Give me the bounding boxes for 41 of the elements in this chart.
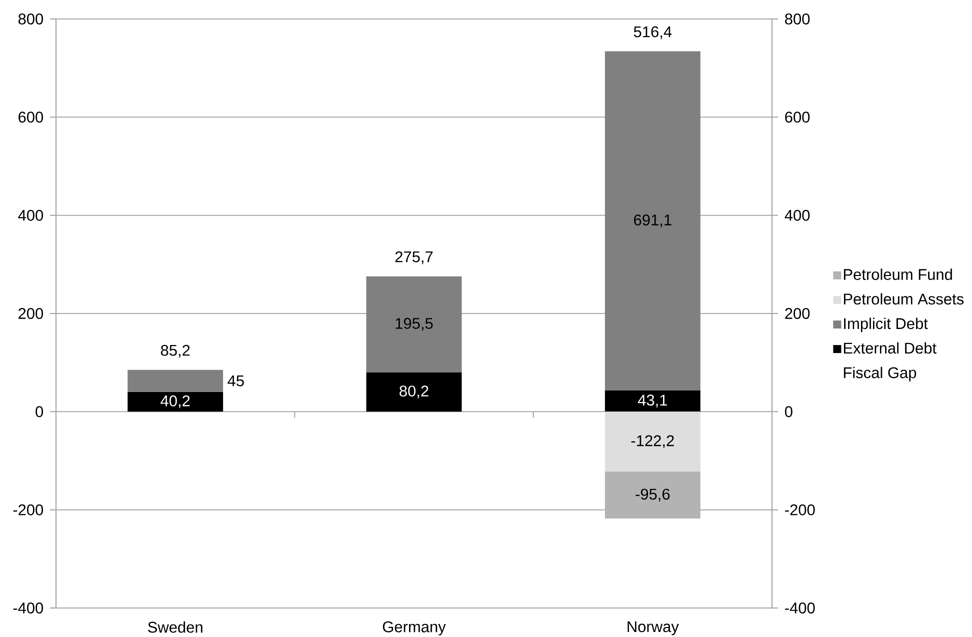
- data-label: -95,6: [636, 488, 670, 502]
- legend-label: Implicit Debt: [844, 318, 928, 332]
- data-label: 45: [228, 375, 244, 386]
- bar: [604, 51, 700, 390]
- text: Fiscal Gap: [844, 366, 916, 382]
- bar: [604, 472, 700, 519]
- y2-tick-label: 400: [784, 210, 810, 221]
- total-label: 275,7: [395, 251, 433, 264]
- total-label: 85,2: [160, 344, 190, 358]
- y-tick-label: 600: [18, 112, 44, 123]
- bar: [604, 390, 700, 412]
- y-tick-label: 0: [36, 406, 44, 418]
- bar: [128, 392, 224, 412]
- bar: [128, 370, 224, 392]
- y-tick-label: 200: [18, 308, 44, 319]
- data-label: 40,2: [160, 395, 190, 408]
- x-tick-label: Norway: [628, 621, 679, 636]
- data-label: 691,1: [634, 214, 672, 228]
- y-tick-label: 800: [18, 14, 44, 24]
- y2-tick-label: -200: [785, 504, 815, 516]
- legend-label: Petroleum Assets: [844, 293, 964, 305]
- data-label: -122,2: [631, 435, 674, 448]
- data-label: 43,1: [638, 394, 667, 408]
- bar: [604, 412, 700, 472]
- legend-label: Petroleum Fund: [844, 268, 952, 280]
- y-tick-label: -400: [13, 602, 44, 614]
- y2-tick-label: 0: [784, 406, 792, 418]
- y-tick-label: -200: [13, 504, 44, 516]
- total-label: 516,4: [634, 26, 672, 40]
- data-label: 80,2: [400, 386, 428, 398]
- y-tick-label: 400: [18, 210, 44, 221]
- legend-label: External Debt: [844, 342, 936, 354]
- data-label: 195,5: [396, 318, 433, 331]
- y2-tick-label: 600: [785, 112, 810, 123]
- y2-tick-label: -400: [785, 602, 815, 614]
- y2-tick-label: 200: [785, 308, 810, 319]
- bar: [366, 372, 462, 412]
- x-tick-label: Germany: [382, 621, 446, 636]
- bar: [366, 276, 462, 372]
- x-tick-label: Sweden: [148, 621, 202, 633]
- y2-tick-label: 800: [785, 14, 810, 24]
